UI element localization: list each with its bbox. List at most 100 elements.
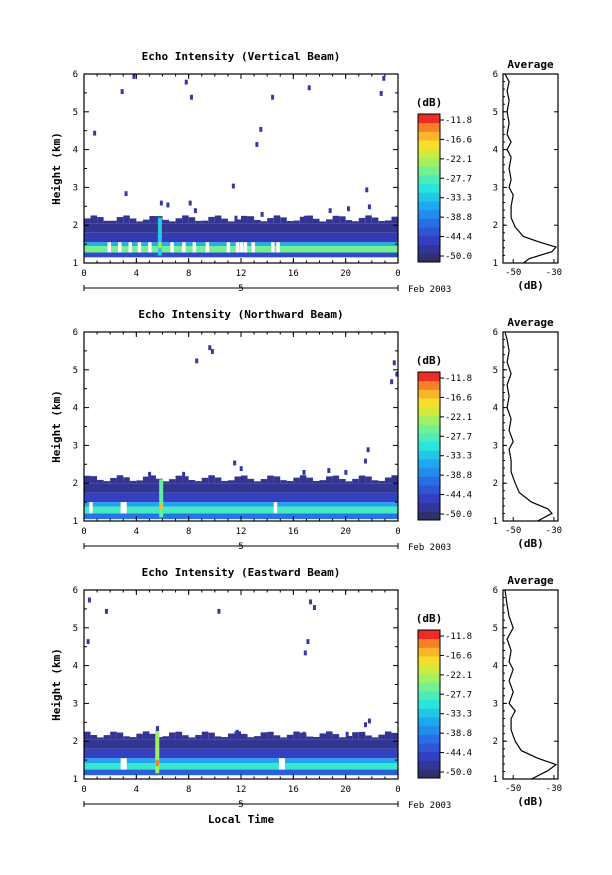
echo-cell: [116, 732, 124, 740]
echo-cell: [214, 215, 222, 224]
colorbar-label: (dB): [416, 612, 443, 625]
colorbar-segment: [418, 183, 440, 193]
echo-cell: [234, 219, 241, 224]
echo-cell: [97, 737, 104, 740]
echo-cell: [234, 215, 238, 221]
echo-cell: [104, 608, 108, 614]
colorbar-segment: [418, 398, 440, 408]
colorbar-tick-label: -33.3: [445, 194, 472, 204]
colorbar-tick-label: -33.3: [445, 710, 472, 720]
echo-cell: [195, 734, 202, 740]
echo-cell: [97, 217, 104, 224]
echo-cell: [327, 468, 331, 473]
echo-spike: [155, 729, 160, 774]
echo-cell: [345, 481, 353, 484]
echo-cell: [241, 475, 248, 484]
echo-cell: [260, 732, 268, 740]
echo-cell: [84, 218, 91, 224]
colorbar-tick-label: -38.8: [445, 213, 472, 223]
x-tick-label: 4: [134, 527, 139, 537]
data-gap: [128, 242, 132, 253]
echo-cell: [120, 89, 124, 95]
x-tick-label: 8: [186, 785, 191, 795]
echo-cell: [326, 731, 333, 740]
colorbar-tick-label: -16.6: [445, 135, 472, 145]
echo-cell: [363, 722, 367, 728]
echo-cell: [259, 126, 263, 132]
echo-cell: [149, 475, 156, 484]
colorbar-segment: [418, 380, 440, 390]
data-gap: [278, 758, 283, 770]
echo-cell: [193, 208, 197, 214]
echo-layer-3: [84, 502, 398, 507]
x-tick-label: 0: [395, 269, 400, 279]
echo-cell: [293, 477, 300, 484]
echo-cell: [175, 731, 183, 740]
profile-y-tick-label: 3: [493, 183, 498, 193]
echo-cell: [293, 220, 300, 224]
x-tick-label: 20: [340, 785, 351, 795]
colorbar-tick-label: -50.0: [445, 510, 472, 520]
data-gap: [118, 242, 122, 253]
echo-cell: [365, 735, 372, 740]
echo-cell: [352, 221, 359, 224]
x-tick-label: 12: [236, 527, 247, 537]
x-tick-label: 12: [236, 785, 247, 795]
colorbar-tick-label: -50.0: [445, 768, 472, 778]
echo-cell: [241, 733, 248, 740]
profile-y-tick-label: 3: [493, 699, 498, 709]
echo-cell: [280, 217, 287, 224]
data-gap: [251, 242, 255, 253]
profile-y-tick-label: 6: [493, 328, 498, 338]
echo-cell: [365, 187, 369, 193]
echo-cell: [367, 718, 371, 724]
echo-cell: [303, 650, 307, 656]
echo-cell: [182, 215, 189, 224]
colorbar-tick-label: -11.8: [445, 116, 472, 126]
colorbar-segment: [418, 493, 440, 503]
colorbar-segment: [418, 122, 440, 132]
echo-cell: [280, 480, 287, 484]
y-axis-label: Height (km): [50, 648, 63, 721]
echo-cell: [227, 480, 235, 484]
echo-layer-5: [84, 739, 398, 749]
echo-cell: [123, 215, 130, 224]
x-tick-label: 20: [340, 527, 351, 537]
echo-cell: [227, 221, 235, 224]
colorbar-segment: [418, 511, 440, 521]
profile-line: [504, 331, 553, 522]
colorbar-segment: [418, 209, 440, 219]
echo-spike-core: [158, 242, 162, 249]
echo-cell: [234, 476, 241, 484]
echo-cell: [247, 478, 255, 484]
echo-cell: [159, 200, 163, 206]
echo-cell: [169, 479, 176, 484]
colorbar-tick-label: -38.8: [445, 729, 472, 739]
x-tick-label: 0: [395, 785, 400, 795]
profile-y-tick-label: 1: [493, 517, 498, 527]
echo-cell: [345, 731, 349, 737]
echo-cell: [332, 734, 340, 740]
y-tick-label: 4: [73, 146, 78, 156]
echo-cell: [382, 75, 386, 81]
y-tick-label: 3: [73, 183, 78, 193]
date-month-label: Feb 2003: [408, 543, 451, 553]
echo-cell: [332, 475, 340, 484]
echo-cell: [129, 737, 137, 740]
echo-cell: [306, 477, 313, 484]
echo-cell: [182, 476, 189, 484]
colorbar-segment: [418, 114, 440, 124]
echo-cell: [188, 217, 196, 224]
echo-cell: [231, 183, 235, 189]
echo-cell: [391, 475, 398, 484]
echo-cell: [328, 208, 332, 214]
chart-title: Echo Intensity (Northward Beam): [138, 308, 343, 321]
echo-cell: [280, 737, 287, 740]
y-tick-label: 2: [73, 737, 78, 747]
data-gap: [137, 242, 142, 253]
colorbar-tick-label: -44.4: [445, 749, 472, 759]
x-tick-label: 4: [134, 269, 139, 279]
echo-cell: [339, 479, 346, 484]
echo-cell: [371, 480, 379, 484]
